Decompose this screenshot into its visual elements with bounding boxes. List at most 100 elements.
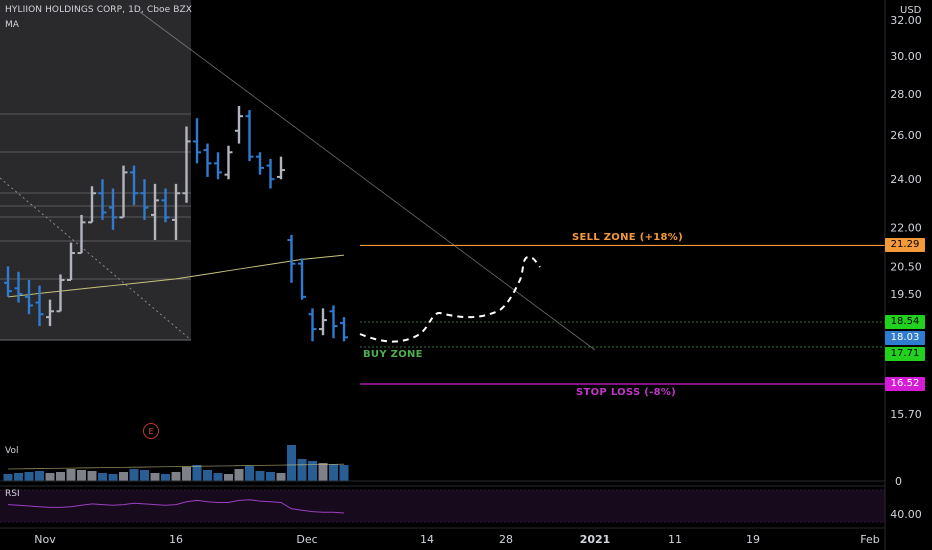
ohlc-bar [193,118,201,164]
ohlc-bar [14,271,23,303]
volume-bar [213,473,223,481]
volume-bar [77,470,86,481]
buy-zone-label: BUY ZONE [363,349,423,360]
volume-bar [14,473,23,481]
rsi-band [0,490,885,522]
price-tick-label: 20.50 [890,260,922,273]
ohlc-bar [88,186,96,224]
volume-bar [98,473,107,481]
ohlc-bar [235,106,243,144]
ohlc-bar [172,183,180,241]
price-tick-label: 24.00 [890,173,922,186]
sell-zone-label: SELL ZONE (+18%) [572,232,683,243]
volume-bar [182,467,191,481]
symbol-title: HYLIION HOLDINGS CORP, 1D, Cboe BZX [5,5,193,15]
rsi-line [7,499,345,514]
volume-bar [245,466,254,481]
rsi-pane-label[interactable]: RSI [5,489,20,499]
ohlc-bar [140,179,149,220]
region-diagonal [0,177,192,341]
volume-bar [318,463,328,481]
time-tick-label: 14 [420,533,434,546]
price-tag-last: 18.03 [885,331,925,345]
ohlc-bar [277,156,285,180]
ohlc-bar [98,179,107,220]
price-tag-buy-bottom: 17.71 [885,347,925,361]
volume-bar [150,473,160,481]
ohlc-bar [287,234,296,283]
volume-bar [161,474,170,481]
volume-bar [192,465,202,481]
time-tick-label: Feb [860,533,879,546]
trendline [139,11,596,351]
volume-bar [140,470,149,481]
volume-bar [297,459,307,481]
volume-bar [66,469,76,481]
volume-pane-label[interactable]: Vol [5,446,19,456]
ohlc-bar [46,299,54,327]
volume-bar [35,471,44,481]
time-tick-label: Dec [296,533,317,546]
volume-bar [129,469,139,481]
volume-bar [108,474,118,481]
ohlc-bar [340,317,348,342]
ma-indicator-label[interactable]: MA [5,20,19,30]
volume-bar [203,470,212,481]
stop-loss-label: STOP LOSS (-8%) [576,387,677,398]
volume-bar [276,473,286,481]
price-tag-stop: 16.52 [885,377,925,391]
time-tick-label: 28 [499,533,513,546]
ohlc-bar [308,308,317,342]
volume-ma-line [7,463,345,470]
ohlc-bar [56,274,65,313]
ohlc-bar [25,280,33,315]
volume-tick-label: 0 [895,475,902,488]
ohlc-bar [329,305,338,339]
ohlc-bar [245,110,254,162]
ohlc-bar [266,158,275,189]
ma-line [7,254,345,298]
volume-bar [171,472,181,481]
ohlc-bar [151,183,159,241]
volume-bar [329,464,338,481]
currency-label: USD [900,5,922,16]
volume-bar [287,445,296,481]
price-tick-label: 28.00 [890,88,922,101]
volume-bar [224,474,233,481]
time-tick-label: 11 [668,533,682,546]
volume-bar [24,472,34,481]
ohlc-bar [319,308,327,336]
rsi-tick-label: 40.00 [890,508,922,521]
time-tick-label: 19 [746,533,760,546]
time-tick-label: 2021 [580,533,611,546]
ohlc-bar [161,188,170,223]
price-tag-sell: 21.29 [885,238,925,252]
ohlc-bar [77,214,86,255]
ohlc-bar [109,188,117,230]
price-tick-label: 19.50 [890,288,922,301]
ohlc-bar [214,152,222,180]
price-tag-buy-top: 18.54 [885,315,925,329]
ohlc-bar [130,165,138,206]
ohlc-bar [182,126,191,203]
price-tick-label: 22.00 [890,221,922,234]
volume-bar [3,474,13,481]
volume-bar [266,472,275,481]
ohlc-bar [119,165,128,219]
highlight-region [0,0,191,340]
ohlc-bar [4,266,12,297]
earnings-marker[interactable]: E [143,423,159,439]
ohlc-bar [224,145,233,180]
price-tick-label: 15.70 [890,408,922,421]
price-tick-label: 26.00 [890,129,922,142]
volume-bar [234,469,244,481]
volume-bar [87,471,97,481]
ohlc-bar [35,285,44,327]
volume-bar [255,471,265,481]
price-tick-label: 30.00 [890,50,922,63]
price-tick-label: 32.00 [890,14,922,27]
time-tick-label: 16 [169,533,183,546]
ohlc-bar [298,258,306,300]
ohlc-bar [67,242,75,282]
